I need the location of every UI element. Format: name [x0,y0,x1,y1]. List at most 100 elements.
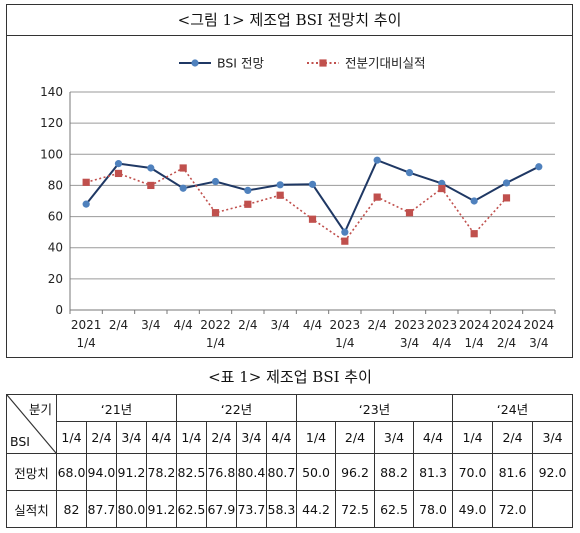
x-tick-label: 2023 [427,318,458,332]
table-quarter-header: 4/4 [265,421,297,454]
data-point-bsi-forecast [535,163,543,171]
y-tick-label: 0 [55,303,63,317]
table-row: 전망치 68.0 94.0 91.2 78.2 82.5 76.8 80.4 80.7 50.0 9… [6,453,573,491]
table-year-header: ‘24년 [452,394,573,422]
y-tick-label: 100 [40,147,63,161]
x-tick-label: 1/4 [465,336,484,350]
x-tick-label: 2022 [200,318,231,332]
data-point-actual [82,178,90,186]
legend-label: BSI 전망 [217,56,264,71]
figure-title: <그림 1> 제조업 BSI 전망치 추이 [7,5,572,36]
table-quarter-header: 1/4 [295,421,336,454]
y-tick-label: 120 [40,116,63,130]
table-quarter-header: 3/4 [235,421,267,454]
table-cell: 91.2 [145,490,177,528]
table-quarter-header: 1/4 [452,421,493,454]
table-cell: 82.5 [175,453,207,491]
table-quarter-header: 1/4 [56,421,87,454]
table-year-header: ‘22년 [175,394,297,422]
table-cell: 72.0 [492,490,533,528]
x-tick-label: 3/4 [529,336,548,350]
table-quarter-header: 4/4 [145,421,177,454]
table-cell: 78.0 [412,490,454,528]
x-tick-label: 4/4 [432,336,451,350]
y-tick-label: 20 [48,272,63,286]
table-row-label: 전망치 [6,453,57,491]
x-tick-label: 4/4 [303,318,322,332]
table-cell: 81.3 [412,453,454,491]
table-quarter-header: 2/4 [85,421,117,454]
x-tick-label: 2024 [524,318,555,332]
x-tick-label: 3/4 [400,336,419,350]
data-point-actual [373,193,381,201]
table-cell: 72.5 [334,490,375,528]
data-point-bsi-forecast [244,186,252,195]
table-cell: 62.5 [175,490,207,528]
table-quarter-header: 2/4 [492,421,533,454]
x-tick-label: 2023 [330,318,361,332]
x-tick-label: 2021 [71,318,102,332]
table-cell: 82 [56,490,87,528]
x-tick-label: 2024 [491,318,522,332]
data-point-bsi-forecast [373,156,381,164]
table-cell: 73.7 [235,490,267,528]
table-quarter-header: 3/4 [532,421,573,454]
table-cell: 80.7 [265,453,297,491]
table-cell [532,490,573,528]
data-point-actual [114,169,123,178]
y-tick-label: 140 [40,85,63,99]
data-point-bsi-forecast [308,180,317,188]
table-cell: 67.9 [205,490,237,528]
x-tick-label: 2/4 [368,318,387,332]
legend-marker [319,59,327,67]
table-corner-header: 분기 BSI [6,394,57,454]
table-cell: 44.2 [295,490,336,528]
table-row: 실적치 82 87.7 80.0 91.2 62.5 67.9 73.7 58.3 44.2 72.… [6,490,573,528]
corner-label-bsi: BSI [10,434,30,449]
y-tick-label: 80 [48,178,63,192]
x-tick-label: 2/4 [109,318,128,332]
y-tick-label: 60 [48,210,63,224]
data-point-actual [147,181,155,190]
data-point-actual [308,215,317,223]
table-year-header: ‘23년 [295,394,454,422]
data-point-actual [438,184,446,193]
data-point-actual [405,209,414,217]
table-quarter-header: 4/4 [412,421,454,454]
bsi-table: 분기 BSI ‘21년 ‘22년 ‘23년 ‘24년 1/4 2/4 3/4 4/4 1/4 2… [6,394,573,528]
y-tick-label: 40 [48,241,63,255]
x-tick-label: 3/4 [141,318,160,332]
x-tick-label: 2/4 [238,318,257,332]
data-point-actual [244,200,252,208]
table-cell: 58.3 [265,490,297,528]
table-quarter-header: 3/4 [373,421,414,454]
data-point-actual [502,194,511,202]
table-row-label: 실적치 [6,490,57,528]
x-tick-label: 2/4 [497,336,516,350]
x-tick-label: 2023 [394,318,425,332]
data-point-bsi-forecast [405,169,414,177]
table-cell: 80.4 [235,453,267,491]
data-point-bsi-forecast [470,197,478,205]
table-cell: 94.0 [85,453,117,491]
table-cell: 62.5 [373,490,414,528]
table-quarter-header: 2/4 [205,421,237,454]
x-tick-label: 3/4 [271,318,290,332]
table-cell: 92.0 [532,453,573,491]
table-cell: 87.7 [85,490,117,528]
data-point-bsi-forecast [502,179,511,187]
x-tick-label: 1/4 [77,336,96,350]
data-point-actual [211,209,220,217]
data-point-bsi-forecast [82,200,90,208]
x-tick-label: 2024 [459,318,490,332]
table-cell: 91.2 [115,453,147,491]
data-point-bsi-forecast [147,164,155,172]
data-point-actual [179,164,187,172]
data-point-actual [276,191,284,199]
data-point-actual [470,230,478,238]
table-cell: 88.2 [373,453,414,491]
table-cell: 96.2 [334,453,375,491]
table-cell: 80.0 [115,490,147,528]
table-cell: 70.0 [452,453,493,491]
data-point-actual [341,237,349,245]
